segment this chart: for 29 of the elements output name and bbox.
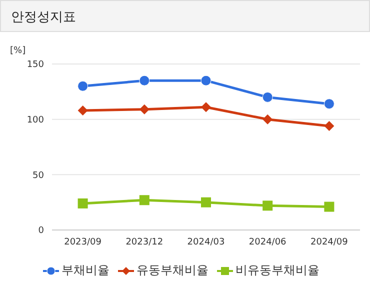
point — [262, 92, 273, 102]
y-axis-title: [%] — [10, 46, 26, 56]
point — [139, 104, 150, 114]
x-tick-label: 2024/06 — [248, 237, 287, 248]
y-tick-label: 150 — [26, 60, 44, 70]
point — [200, 75, 212, 86]
point — [262, 114, 273, 124]
legend-label: 유동부채비율 — [136, 263, 208, 277]
point — [324, 120, 334, 131]
point — [78, 198, 88, 208]
point — [201, 197, 211, 208]
x-tick-label: 2023/09 — [64, 237, 102, 248]
y-tick-label: 0 — [38, 226, 44, 236]
chart-title: 안정성지표 — [11, 9, 76, 26]
x-tick-label: 2024/03 — [187, 237, 225, 248]
legend-label: 비유동부채비율 — [234, 263, 320, 277]
point — [139, 195, 150, 206]
point — [262, 200, 273, 211]
y-tick-label: 50 — [32, 170, 44, 181]
point — [201, 102, 211, 112]
y-tick-label: 100 — [26, 116, 44, 126]
point — [324, 202, 334, 212]
point — [139, 75, 150, 86]
x-tick-label: 2023/12 — [126, 237, 164, 248]
legend-label: 부채비율 — [60, 263, 110, 277]
x-tick-label: 2024/09 — [310, 237, 348, 248]
point — [78, 80, 88, 92]
point — [324, 98, 334, 110]
point — [78, 105, 88, 116]
